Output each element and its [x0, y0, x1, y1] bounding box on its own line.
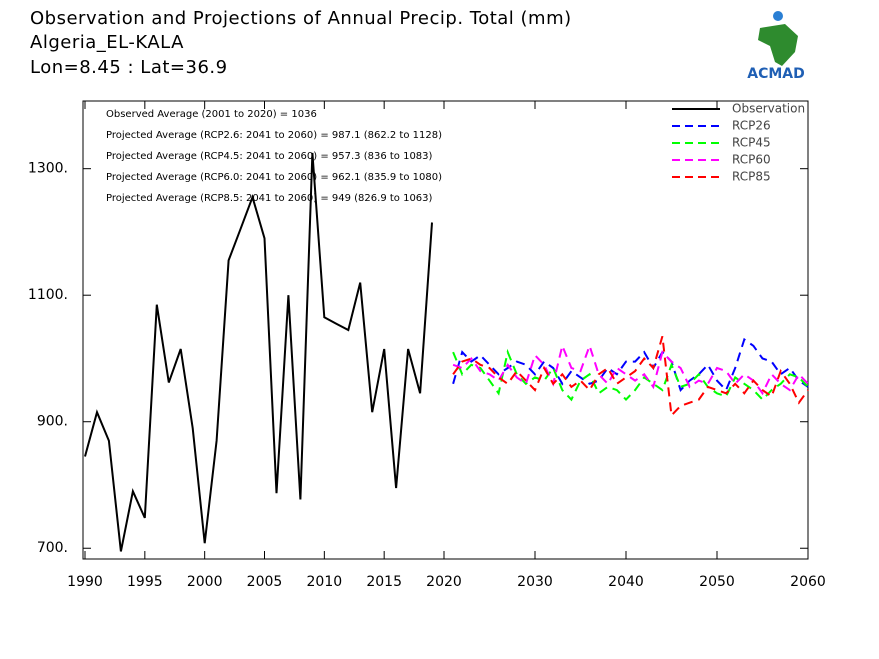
x-tick-label: 2015 [366, 574, 402, 590]
x-tick-label: 1995 [127, 574, 163, 590]
annotation: Observed Average (2001 to 2020) = 1036 [106, 109, 317, 120]
title-line: Lon=8.45 : Lat=36.9 [30, 57, 228, 78]
annotation: Projected Average (RCP2.6: 2041 to 2060)… [106, 130, 442, 141]
y-tick-label: 900. [37, 414, 68, 430]
series-line [84, 152, 433, 552]
legend-label: RCP45 [732, 136, 771, 150]
legend-label: RCP85 [732, 170, 771, 184]
y-tick-label: 1300. [28, 161, 68, 177]
x-tick-label: 2030 [517, 574, 553, 590]
annotation: Projected Average (RCP6.0: 2041 to 2060)… [106, 172, 442, 183]
annotation: Projected Average (RCP8.5: 2041 to 2060)… [106, 193, 433, 204]
x-tick-label: 1990 [67, 574, 103, 590]
logo: ACMAD [747, 11, 805, 82]
annotations: Observed Average (2001 to 2020) = 1036 P… [106, 109, 442, 204]
y-tick-label: 700. [37, 540, 68, 556]
logo-text: ACMAD [747, 66, 805, 82]
series-line [452, 342, 809, 396]
x-tick-label: 2050 [699, 574, 735, 590]
y-tick-label: 1100. [28, 287, 68, 303]
legend-label: RCP26 [732, 119, 771, 133]
x-tick-label: 2010 [307, 574, 343, 590]
x-tick-label: 2005 [247, 574, 283, 590]
x-tick-label: 2040 [608, 574, 644, 590]
title-line: Observation and Projections of Annual Pr… [30, 8, 572, 29]
annotation: Projected Average (RCP4.5: 2041 to 2060)… [106, 151, 433, 162]
x-tick-label: 2060 [790, 574, 826, 590]
title-line: Algeria_EL-KALA [30, 32, 184, 53]
legend-label: RCP60 [732, 153, 771, 167]
x-tick-label: 2000 [187, 574, 223, 590]
series-line [452, 336, 809, 418]
logo-drop [773, 11, 783, 21]
logo-map [758, 24, 798, 66]
x-tick-label: 2020 [426, 574, 462, 590]
legend-label: Observation [732, 102, 805, 116]
plot-frame [82, 100, 809, 560]
series-line [452, 348, 809, 402]
